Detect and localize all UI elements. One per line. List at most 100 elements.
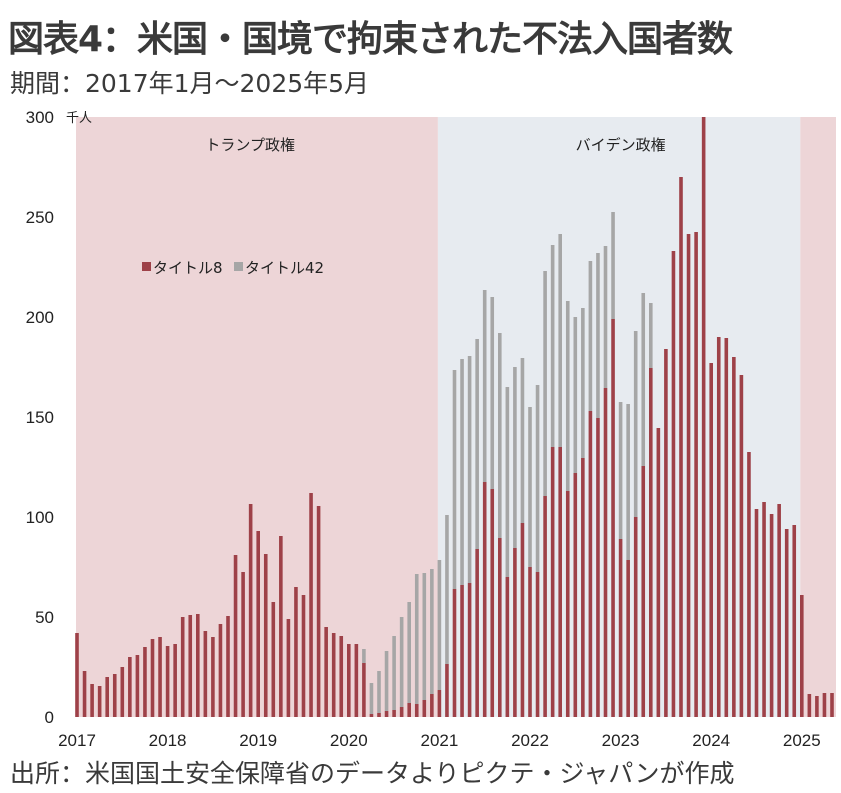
bar-title8 bbox=[90, 684, 94, 717]
x-tick-label: 2023 bbox=[602, 731, 640, 750]
bar-title8 bbox=[392, 710, 396, 717]
bar-title8 bbox=[686, 234, 691, 717]
bar-title42 bbox=[520, 358, 525, 523]
bar-title8 bbox=[256, 531, 260, 717]
bar-title42 bbox=[467, 356, 472, 583]
bar-title8 bbox=[762, 502, 766, 717]
bar-title8 bbox=[694, 232, 698, 717]
bar-title8 bbox=[248, 504, 253, 717]
bar-title42 bbox=[581, 308, 585, 458]
bar-title8 bbox=[588, 411, 593, 717]
bar-title8 bbox=[671, 251, 676, 717]
bar-title8 bbox=[362, 663, 366, 717]
bar-title42 bbox=[362, 649, 366, 663]
bar-title8 bbox=[97, 686, 102, 717]
y-tick-label: 100 bbox=[26, 508, 54, 527]
bar-title8 bbox=[437, 690, 442, 717]
bar-title8 bbox=[460, 585, 464, 717]
bar-title8 bbox=[354, 644, 359, 717]
bar-title42 bbox=[430, 569, 434, 694]
bar-title42 bbox=[565, 301, 570, 491]
bar-title8 bbox=[173, 644, 177, 717]
bar-title42 bbox=[422, 573, 427, 700]
bar-title8 bbox=[135, 655, 140, 717]
bar-title8 bbox=[490, 489, 495, 717]
bar-title8 bbox=[339, 636, 344, 717]
bar-title42 bbox=[626, 404, 630, 560]
bar-title8 bbox=[709, 363, 713, 717]
x-tick-label: 2025 bbox=[783, 731, 821, 750]
bar-title8 bbox=[233, 555, 238, 717]
legend-swatch-title8 bbox=[142, 262, 151, 271]
bar-title8 bbox=[165, 646, 170, 717]
bar-title42 bbox=[528, 407, 532, 567]
bar-title8 bbox=[414, 704, 419, 717]
bar-title8 bbox=[188, 615, 193, 717]
bar-title8 bbox=[105, 677, 109, 717]
bar-title8 bbox=[180, 617, 185, 717]
period-background bbox=[800, 117, 836, 717]
bar-title8 bbox=[664, 349, 668, 717]
x-tick-label: 2018 bbox=[149, 731, 187, 750]
y-tick-label: 300 bbox=[26, 108, 54, 127]
bar-title8 bbox=[241, 572, 245, 717]
bar-title8 bbox=[724, 338, 729, 717]
bar-title8 bbox=[550, 447, 555, 717]
bar-title8 bbox=[581, 458, 585, 717]
bar-title8 bbox=[716, 337, 721, 717]
bar-title8 bbox=[158, 637, 162, 717]
bar-title8 bbox=[747, 452, 751, 717]
bar-title8 bbox=[324, 627, 328, 717]
bar-title8 bbox=[656, 428, 661, 717]
bar-title8 bbox=[309, 493, 313, 717]
bar-title8 bbox=[331, 633, 336, 717]
bar-title42 bbox=[392, 636, 396, 710]
bar-title8 bbox=[263, 554, 268, 717]
bar-title8 bbox=[143, 647, 147, 717]
legend-swatch-title42 bbox=[234, 262, 243, 271]
bar-title8 bbox=[271, 602, 276, 717]
bar-title42 bbox=[498, 333, 502, 538]
bar-title8 bbox=[445, 664, 449, 717]
bar-title42 bbox=[437, 560, 442, 690]
bar-title42 bbox=[535, 385, 540, 572]
bar-title42 bbox=[377, 671, 381, 713]
bar-title8 bbox=[618, 539, 623, 717]
bar-title8 bbox=[286, 619, 291, 717]
x-tick-label: 2019 bbox=[239, 731, 277, 750]
source-note: 出所：米国国土安全保障省のデータよりピクテ・ジャパンが作成 bbox=[10, 759, 735, 788]
bar-title8 bbox=[347, 644, 351, 717]
bar-title8 bbox=[218, 624, 223, 717]
period-label-biden: バイデン政権 bbox=[576, 136, 666, 154]
bar-title8 bbox=[739, 375, 744, 717]
bar-title8 bbox=[399, 707, 404, 717]
bar-title42 bbox=[460, 359, 464, 585]
axes: 千人 0 50 100 150 200 250 300 2017 2018 2019 2020 202… bbox=[26, 108, 821, 750]
bar-title42 bbox=[475, 339, 479, 549]
bar-title8 bbox=[150, 639, 155, 717]
bar-title42 bbox=[573, 317, 578, 473]
bar-title42 bbox=[550, 245, 555, 447]
bar-title8 bbox=[82, 671, 87, 717]
period-labels: トランプ政権 バイデン政権 bbox=[205, 136, 665, 154]
y-tick-label: 200 bbox=[26, 308, 54, 327]
bar-title8 bbox=[211, 637, 215, 717]
legend-label-title42: タイトル42 bbox=[245, 259, 324, 277]
x-tick-label: 2017 bbox=[58, 731, 96, 750]
bar-title8 bbox=[769, 514, 774, 717]
bar-title8 bbox=[452, 589, 457, 717]
bar-title8 bbox=[482, 482, 487, 717]
bar-title8 bbox=[611, 319, 615, 717]
x-tick-label: 2024 bbox=[692, 731, 730, 750]
y-tick-label: 150 bbox=[26, 408, 54, 427]
period-label-trump: トランプ政権 bbox=[205, 136, 295, 154]
bar-title8 bbox=[316, 506, 321, 717]
bar-title8 bbox=[822, 693, 827, 717]
bar-title8 bbox=[830, 693, 834, 717]
bar-title8 bbox=[128, 657, 132, 717]
bar-title8 bbox=[513, 548, 517, 717]
y-tick-label: 50 bbox=[35, 608, 54, 627]
bar-title8 bbox=[520, 523, 525, 717]
bar-title42 bbox=[649, 303, 653, 368]
